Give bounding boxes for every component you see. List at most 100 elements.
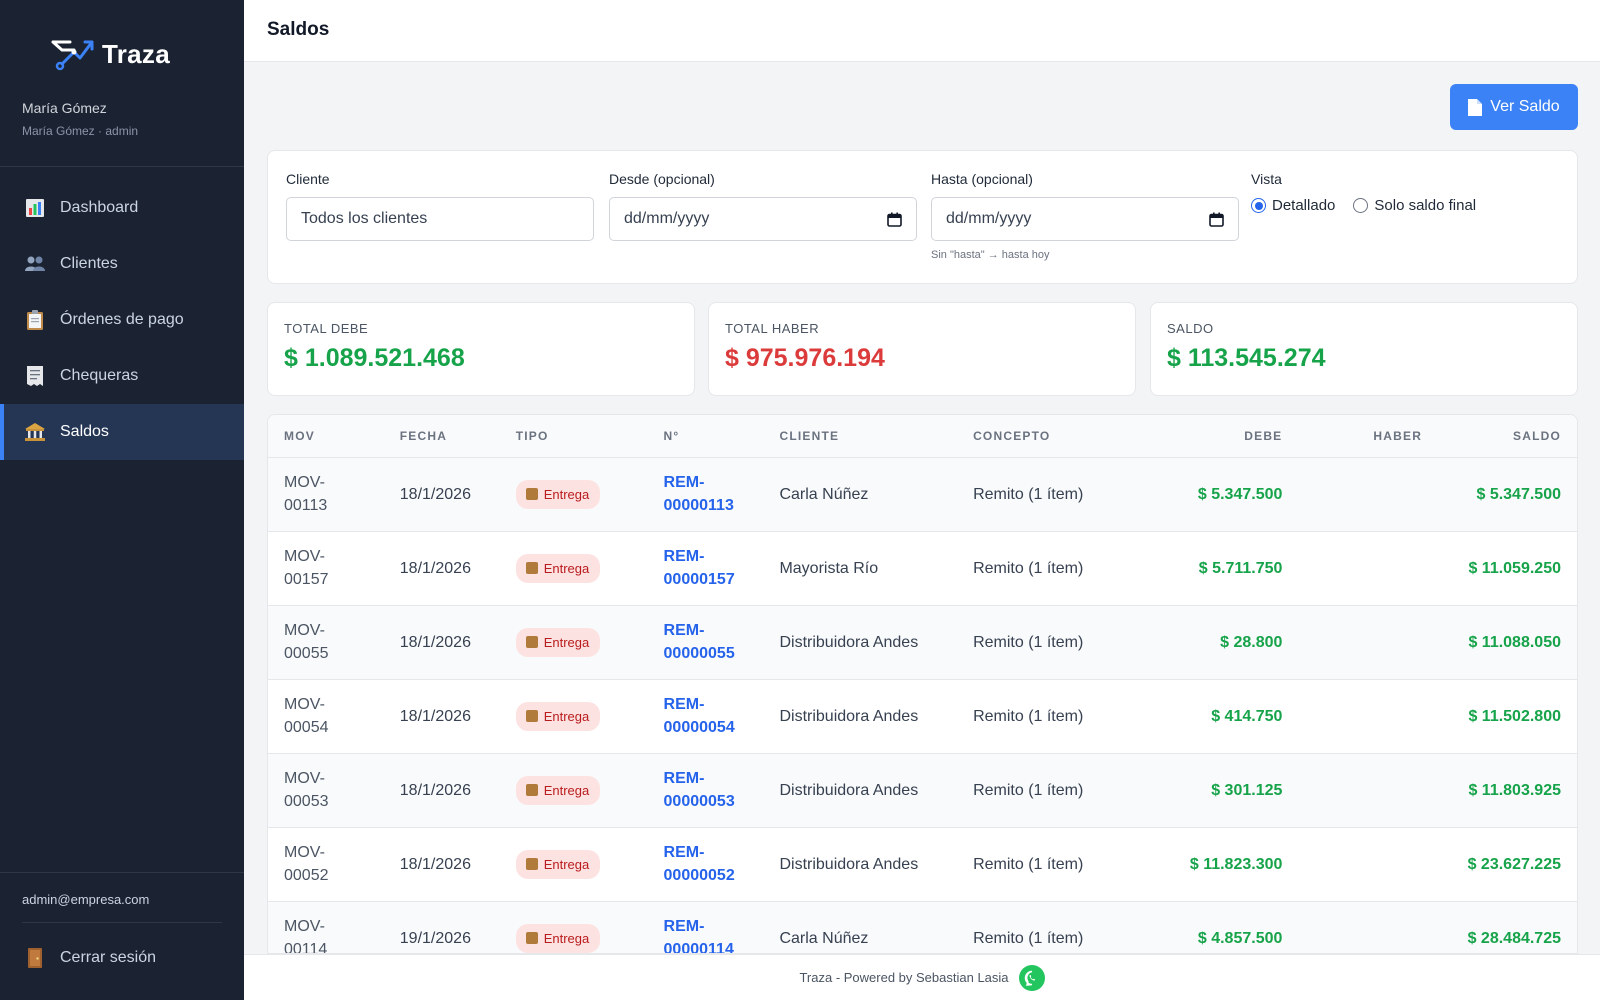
sidebar-item-label: Chequeras bbox=[60, 367, 139, 384]
sidebar-item-label: Dashboard bbox=[60, 199, 139, 216]
cliente-cell: Carla Núñez bbox=[763, 901, 958, 953]
fecha-cell: 18/1/2026 bbox=[383, 531, 500, 606]
hasta-field: Hasta (opcional) dd/mm/yyyy Sin "hasta" … bbox=[931, 171, 1239, 261]
table-row[interactable]: MOV- 00113 18/1/2026 Entrega REM- 00000113… bbox=[268, 457, 1577, 532]
saldo-card: SALDO $ 113.545.274 bbox=[1150, 302, 1578, 396]
receipt-icon bbox=[24, 365, 46, 387]
tipo-cell: Entrega bbox=[499, 827, 648, 902]
fecha-cell: 18/1/2026 bbox=[383, 827, 500, 902]
saldo-cell: $ 11.059.250 bbox=[1438, 531, 1577, 606]
hasta-value: dd/mm/yyyy bbox=[946, 210, 1032, 227]
cliente-cell: Distribuidora Andes bbox=[763, 753, 958, 828]
debe-cell: $ 5.711.750 bbox=[1148, 531, 1299, 606]
ver-saldo-button[interactable]: Ver Saldo bbox=[1450, 84, 1578, 130]
desde-value: dd/mm/yyyy bbox=[624, 210, 710, 227]
table-row[interactable]: MOV- 00052 18/1/2026 Entrega REM- 00000052… bbox=[268, 827, 1577, 902]
sidebar-item-saldos[interactable]: Saldos bbox=[0, 404, 244, 460]
radio-unchecked-icon[interactable] bbox=[1353, 198, 1369, 213]
remito-link[interactable]: REM- 00000114 bbox=[647, 901, 764, 953]
total-debe-label: TOTAL DEBE bbox=[284, 321, 369, 336]
table-row[interactable]: MOV- 00053 18/1/2026 Entrega REM- 00000053… bbox=[268, 753, 1577, 828]
tipo-badge: Entrega bbox=[515, 849, 601, 879]
tipo-cell: Entrega bbox=[499, 605, 648, 680]
filters-panel: Cliente Todos los clientes Desde (opcion… bbox=[267, 150, 1578, 284]
table-row[interactable]: MOV- 00055 18/1/2026 Entrega REM- 00000055… bbox=[268, 605, 1577, 680]
haber-cell bbox=[1298, 901, 1439, 953]
package-icon bbox=[525, 488, 538, 500]
vista-option-solo-saldo-final[interactable]: Solo saldo final bbox=[1353, 197, 1476, 214]
debe-cell: $ 4.857.500 bbox=[1148, 901, 1299, 953]
remito-link[interactable]: REM- 00000052 bbox=[647, 827, 764, 902]
vista-field: Vista Detallado Solo saldo final bbox=[1251, 171, 1476, 214]
calendar-icon[interactable] bbox=[1209, 212, 1224, 227]
column-header-haber: HABER bbox=[1298, 415, 1439, 458]
movements-table: MOV FECHA TIPO N° CLIENTE CONCEPTO DEBE … bbox=[267, 414, 1578, 954]
tipo-badge: Entrega bbox=[515, 553, 601, 583]
debe-cell: $ 301.125 bbox=[1148, 753, 1299, 828]
concepto-cell: Remito (1 ítem) bbox=[957, 679, 1149, 754]
whatsapp-icon[interactable] bbox=[1018, 964, 1045, 991]
mov-cell: MOV- 00052 bbox=[268, 827, 384, 902]
remito-link[interactable]: REM- 00000054 bbox=[647, 679, 764, 754]
brand-name: Traza bbox=[102, 38, 170, 69]
fecha-cell: 18/1/2026 bbox=[383, 605, 500, 680]
sidebar-item-dashboard[interactable]: Dashboard bbox=[0, 180, 244, 236]
top-bar: Saldos bbox=[244, 0, 1600, 62]
hasta-date-input[interactable]: dd/mm/yyyy bbox=[931, 197, 1239, 241]
saldo-cell: $ 11.088.050 bbox=[1438, 605, 1577, 680]
user-role: María Gómez · admin bbox=[22, 124, 139, 138]
desde-field: Desde (opcional) dd/mm/yyyy bbox=[609, 171, 917, 241]
cliente-field: Cliente Todos los clientes bbox=[286, 171, 594, 241]
debe-cell: $ 28.800 bbox=[1148, 605, 1299, 680]
fecha-cell: 18/1/2026 bbox=[383, 753, 500, 828]
package-icon bbox=[525, 562, 538, 574]
cliente-cell: Carla Núñez bbox=[763, 457, 958, 532]
vista-option-detallado[interactable]: Detallado bbox=[1251, 197, 1335, 214]
remito-link[interactable]: REM- 00000157 bbox=[647, 531, 764, 606]
concepto-cell: Remito (1 ítem) bbox=[957, 827, 1149, 902]
table-row[interactable]: MOV- 00114 19/1/2026 Entrega REM- 00000114… bbox=[268, 901, 1577, 953]
page-title: Saldos bbox=[267, 19, 330, 40]
calendar-icon[interactable] bbox=[887, 212, 902, 227]
column-header-tipo: TIPO bbox=[499, 415, 648, 458]
document-icon bbox=[1468, 98, 1483, 116]
remito-link[interactable]: REM- 00000055 bbox=[647, 605, 764, 680]
total-debe-value: $ 1.089.521.468 bbox=[284, 344, 465, 372]
bank-icon bbox=[24, 421, 46, 443]
debe-cell: $ 11.823.300 bbox=[1148, 827, 1299, 902]
cliente-cell: Distribuidora Andes bbox=[763, 679, 958, 754]
total-haber-label: TOTAL HABER bbox=[725, 321, 820, 336]
remito-link[interactable]: REM- 00000053 bbox=[647, 753, 764, 828]
remito-link[interactable]: REM- 00000113 bbox=[647, 457, 764, 532]
total-haber-value: $ 975.976.194 bbox=[725, 344, 885, 372]
mov-cell: MOV- 00055 bbox=[268, 605, 384, 680]
door-icon bbox=[24, 947, 46, 969]
desde-label: Desde (opcional) bbox=[609, 171, 715, 187]
radio-checked-icon[interactable] bbox=[1251, 198, 1266, 213]
bar-chart-icon bbox=[24, 197, 46, 219]
desde-date-input[interactable]: dd/mm/yyyy bbox=[609, 197, 917, 241]
logout-button[interactable]: Cerrar sesión bbox=[0, 930, 244, 986]
sidebar-item-chequeras[interactable]: Chequeras bbox=[0, 348, 244, 404]
cliente-select[interactable]: Todos los clientes bbox=[286, 197, 594, 241]
user-info: María Gómez María Gómez · admin bbox=[22, 100, 138, 138]
sidebar-nav: Dashboard Clientes Órdenes de pago Chequ… bbox=[0, 180, 244, 460]
table-row[interactable]: MOV- 00054 18/1/2026 Entrega REM- 00000054… bbox=[268, 679, 1577, 754]
cliente-cell: Distribuidora Andes bbox=[763, 605, 958, 680]
tipo-badge: Entrega bbox=[515, 479, 601, 509]
package-icon bbox=[525, 636, 538, 648]
cliente-value: Todos los clientes bbox=[301, 210, 428, 227]
table-row[interactable]: MOV- 00157 18/1/2026 Entrega REM- 00000157… bbox=[268, 531, 1577, 606]
sidebar-item-clientes[interactable]: Clientes bbox=[0, 236, 244, 292]
haber-cell bbox=[1298, 753, 1439, 828]
sidebar-item-ordenes-de-pago[interactable]: Órdenes de pago bbox=[0, 292, 244, 348]
mov-cell: MOV- 00157 bbox=[268, 531, 384, 606]
tipo-badge: Entrega bbox=[515, 923, 601, 953]
footer-text: Traza - Powered by Sebastian Lasia bbox=[799, 970, 1009, 985]
haber-cell bbox=[1298, 531, 1439, 606]
brand-logo[interactable]: Traza bbox=[50, 36, 170, 72]
concepto-cell: Remito (1 ítem) bbox=[957, 605, 1149, 680]
concepto-cell: Remito (1 ítem) bbox=[957, 457, 1149, 532]
mov-cell: MOV- 00113 bbox=[268, 457, 384, 532]
vista-radio-group: Detallado Solo saldo final bbox=[1251, 197, 1476, 214]
